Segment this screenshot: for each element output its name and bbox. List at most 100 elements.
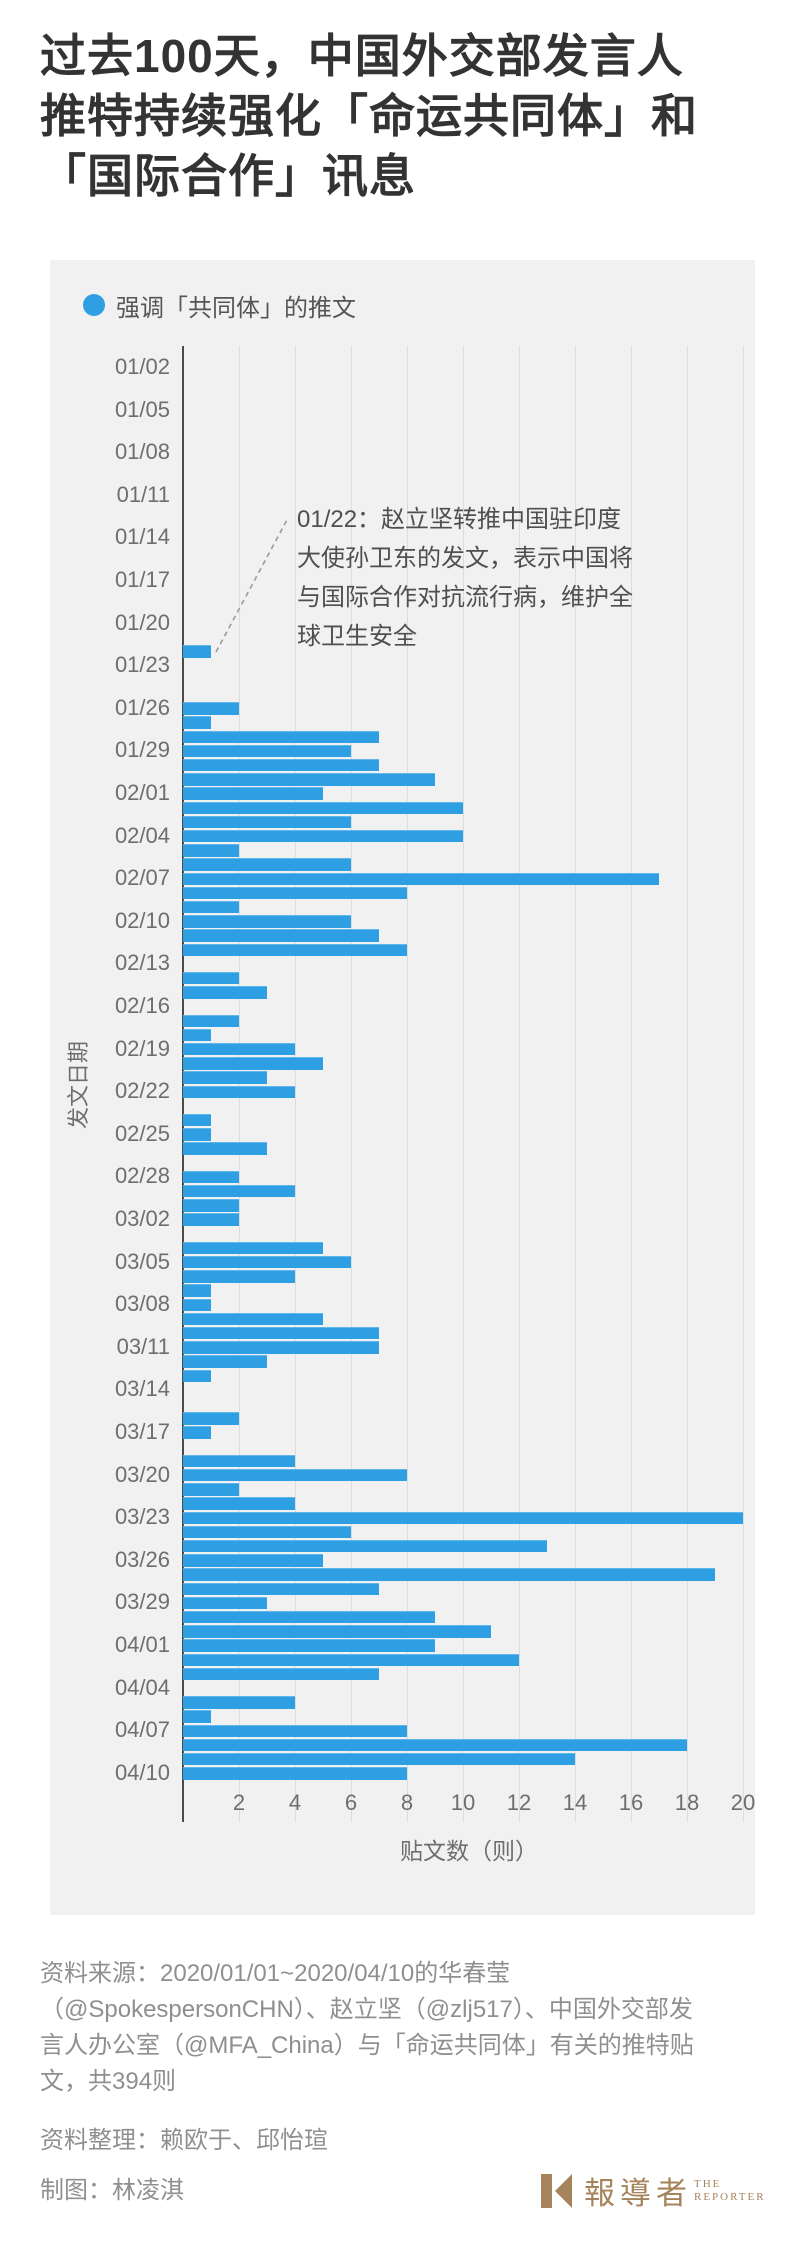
bar-row (50, 1397, 755, 1411)
bar-row (50, 729, 755, 743)
bar (183, 915, 351, 928)
bar-row: 02/10 (50, 908, 755, 933)
bar-row: 03/11 (50, 1334, 755, 1359)
bar-row (50, 857, 755, 871)
bar (183, 1582, 379, 1595)
footer-source-line: 言人办公室（@MFA_China）与「命运共同体」有关的推特贴 (40, 2032, 694, 2059)
legend-dot-icon (83, 294, 105, 316)
bar-row (50, 1610, 755, 1624)
bar-row (50, 1311, 755, 1326)
gridline (743, 346, 744, 1822)
bar-row: 01/08 (50, 439, 755, 464)
bar-row: 02/01 (50, 780, 755, 805)
annotation-line: 与国际合作对抗流行病，维护全 (297, 584, 633, 611)
bar-row: 02/22 (50, 1078, 755, 1103)
bar (183, 872, 659, 885)
bar-row: 01/29 (50, 737, 755, 762)
bar-row (50, 1326, 755, 1340)
bar-row (50, 1113, 755, 1127)
bar (183, 801, 463, 814)
y-tick-label: 01/14 (114, 524, 170, 550)
bar-row (50, 1141, 755, 1155)
chart-panel: 强调「共同体」的推文 01/02 01/05 01/08 01/11 01/14 01/1… (50, 260, 755, 1915)
x-tick-label: 18 (674, 1790, 700, 1815)
bar-row (50, 1027, 755, 1042)
bar-row: 02/04 (50, 823, 755, 848)
bar (183, 1184, 295, 1198)
bar (183, 1085, 295, 1098)
bar (183, 744, 351, 758)
bar (183, 844, 239, 857)
y-tick-label: 01/02 (114, 354, 170, 380)
bar-row: 02/25 (50, 1121, 755, 1146)
gridline (295, 346, 296, 1822)
y-tick-label: 04/07 (114, 1717, 170, 1743)
bar (183, 1596, 267, 1610)
bar (183, 829, 463, 843)
bar (183, 886, 407, 900)
bar (183, 1639, 435, 1652)
bar (183, 758, 379, 772)
y-tick-label: 03/23 (114, 1504, 170, 1530)
gridline (631, 346, 632, 1822)
x-tick-label: 4 (288, 1790, 302, 1815)
y-tick-label: 02/25 (114, 1120, 170, 1146)
y-tick-label: 04/04 (114, 1674, 170, 1700)
bar (183, 1071, 267, 1084)
y-tick-label: 02/13 (114, 950, 170, 976)
bar-row (50, 715, 755, 729)
x-tick-label: 10 (450, 1790, 476, 1815)
annotation: 01/22：赵立坚转推中国驻印度 大使孙卫东的发文，表示中国将 与国际合作对抗流… (297, 500, 727, 656)
bar (183, 1625, 491, 1638)
bar (183, 1255, 351, 1269)
bar (183, 1369, 211, 1382)
x-tick-label: 16 (618, 1790, 644, 1815)
bar-row (50, 1354, 755, 1368)
bar (183, 1355, 267, 1368)
footer-credit: 制图：林凌淇 (40, 2177, 184, 2204)
y-tick-label: 03/29 (114, 1589, 170, 1615)
plot-area: 01/02 01/05 01/08 01/11 01/14 01/17 01/20 01/23… (50, 354, 755, 1785)
bar-row (50, 1581, 755, 1595)
bar (183, 929, 379, 942)
bar-row: 01/20 (50, 610, 755, 635)
gridline (239, 346, 240, 1822)
bar-row: 01/14 (50, 524, 755, 549)
bar-row: 03/02 (50, 1206, 755, 1231)
grid-layer (50, 260, 755, 1915)
reporter-logo: 報導者 THE REPORTER (541, 2168, 766, 2213)
y-tick-label: 02/16 (114, 993, 170, 1019)
bar (183, 773, 435, 786)
bar-row: 04/01 (50, 1632, 755, 1657)
y-tick-label: 03/20 (114, 1461, 170, 1487)
footer-source: 资料来源：2020/01/01~2020/04/10的华春莹 （@Spokesp… (40, 1956, 760, 2100)
y-tick-label: 01/11 (116, 481, 170, 507)
bar-row (50, 374, 755, 388)
bar (183, 986, 267, 999)
bar-row: 03/29 (50, 1589, 755, 1614)
y-axis-title: 发文日期 (66, 1041, 91, 1130)
bar-row: 02/16 (50, 993, 755, 1018)
y-tick-label: 01/23 (114, 652, 170, 678)
y-tick-label: 02/22 (114, 1078, 170, 1104)
bar (183, 1412, 239, 1425)
bar-row (50, 985, 755, 999)
gridline (351, 346, 352, 1822)
bar (183, 1057, 323, 1070)
bar-row (50, 885, 755, 900)
bar-row: 01/23 (50, 652, 755, 677)
bar (183, 1539, 547, 1553)
y-tick-label: 02/04 (114, 822, 170, 848)
bar (183, 1511, 743, 1524)
bar (183, 645, 211, 658)
bar (183, 900, 239, 914)
y-tick-label: 03/14 (114, 1376, 170, 1402)
bar-row (50, 758, 755, 772)
bar-row: 03/17 (50, 1419, 755, 1444)
gridline (407, 346, 408, 1822)
x-tick-label: 2 (232, 1790, 246, 1815)
y-tick-label: 03/02 (114, 1206, 170, 1232)
y-tick-label: 01/08 (114, 439, 170, 465)
bar-row (50, 1652, 755, 1666)
